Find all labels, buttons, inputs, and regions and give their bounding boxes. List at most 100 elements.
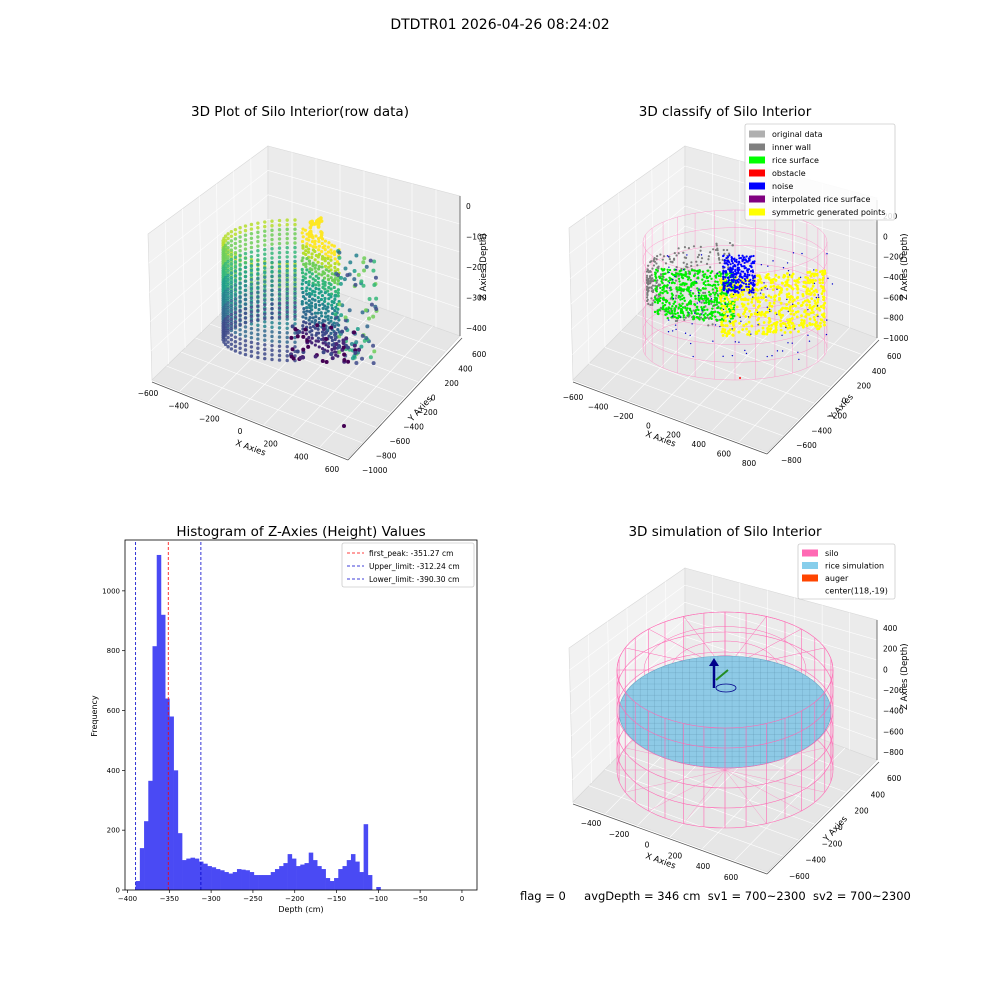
- classify-3d-rice-point: [686, 307, 689, 310]
- raw-3d-point: [223, 257, 228, 261]
- raw-3d-point: [270, 228, 274, 233]
- raw-3d-point: [342, 357, 347, 362]
- histogram-bar: [245, 870, 250, 890]
- raw-3d-point: [223, 331, 228, 335]
- classify-3d-rice-point: [670, 309, 674, 313]
- raw-3d-point: [263, 224, 267, 229]
- raw-3d-point: [290, 347, 295, 352]
- raw-3d-point: [223, 321, 228, 326]
- raw-3d-point: [314, 222, 318, 226]
- classify-3d-symmetric-point: [796, 295, 800, 299]
- classify-3d-symmetric-point: [811, 281, 815, 285]
- raw-3d-point: [293, 301, 297, 305]
- classify-3d-symmetric-point: [790, 286, 794, 290]
- classify-3d-noise-point: [739, 316, 741, 319]
- histogram-bar: [346, 860, 352, 890]
- classify-3d-rice-point: [686, 286, 690, 289]
- classify-3d-noise-point: [719, 325, 721, 328]
- classify-3d-symmetric-point: [742, 298, 746, 302]
- raw-3d-point: [324, 268, 328, 272]
- classify-3d-symmetric-point: [720, 323, 724, 327]
- classify-3d-symmetric-point: [815, 273, 819, 277]
- raw-3d-point: [310, 268, 314, 272]
- classify-3d-rice-point: [706, 297, 710, 300]
- raw-3d-point: [293, 317, 297, 321]
- classify-3d-noise-point: [726, 315, 729, 317]
- classify-3d-y-tick-label: 600: [887, 352, 902, 361]
- raw-3d-point: [308, 306, 312, 310]
- raw-3d-point: [301, 256, 305, 260]
- raw-3d-point: [277, 232, 282, 237]
- raw-3d-point: [305, 309, 309, 313]
- raw-3d-y-tick-label: 200: [445, 379, 460, 388]
- classify-3d-symmetric-point: [782, 275, 786, 279]
- histogram-y-tick-label: 800: [107, 647, 120, 655]
- classify-3d-y-tick-label: −400: [811, 426, 832, 435]
- raw-3d-point: [226, 324, 230, 328]
- raw-3d-point: [326, 256, 330, 261]
- classify-3d-symmetric-point: [770, 304, 774, 308]
- raw-3d-point: [310, 292, 314, 296]
- classify-3d-rice-point: [665, 278, 668, 281]
- raw-3d-point: [256, 258, 260, 262]
- raw-3d-point: [316, 222, 321, 226]
- raw-3d-point: [249, 314, 254, 319]
- raw-3d-point: [285, 317, 289, 321]
- histogram-bar: [232, 872, 238, 890]
- histogram-bar: [270, 872, 276, 890]
- classify-3d-noise-point: [696, 302, 698, 304]
- raw-3d-point: [229, 312, 234, 317]
- raw-3d-point: [332, 300, 336, 305]
- classify-3d-symmetric-point: [789, 330, 792, 334]
- raw-3d-point: [333, 297, 337, 301]
- histogram-bar: [334, 878, 339, 890]
- classify-3d-symmetric-point: [744, 315, 748, 318]
- classify-3d-symmetric-point: [804, 309, 807, 313]
- raw-3d-point: [223, 280, 228, 284]
- raw-3d-point: [329, 335, 334, 340]
- classify-3d-rice-point: [679, 292, 682, 295]
- classify-3d-wall-point: [649, 270, 652, 273]
- classify-3d-wall-point: [672, 258, 676, 261]
- classify-3d-symmetric-point: [767, 294, 771, 298]
- raw-3d-title: 3D Plot of Silo Interior(row data): [191, 104, 409, 120]
- raw-3d-point: [226, 345, 230, 349]
- classify-3d-symmetric-point: [821, 281, 825, 285]
- raw-3d-point: [238, 313, 242, 317]
- raw-3d-point: [337, 250, 342, 255]
- raw-3d-point: [314, 274, 318, 278]
- simulation-3d-y-tick-label: 600: [887, 774, 902, 783]
- classify-3d-symmetric-point: [735, 293, 739, 297]
- raw-3d-point: [277, 353, 282, 358]
- classify-3d-rice-point: [715, 289, 719, 293]
- raw-3d-point: [226, 296, 230, 300]
- classify-3d-y-tick-label: 0: [842, 397, 847, 406]
- raw-3d-point: [249, 331, 254, 335]
- raw-3d-point: [308, 243, 312, 247]
- raw-3d-point: [300, 302, 304, 306]
- classify-3d-z-tick-label: 0: [883, 232, 888, 241]
- raw-3d-point: [364, 264, 369, 269]
- classify-3d-noise-point: [772, 260, 774, 262]
- histogram-bar: [224, 872, 229, 890]
- classify-3d-rice-point: [680, 288, 684, 291]
- raw-3d-point: [300, 239, 305, 244]
- raw-3d-point: [249, 222, 254, 227]
- raw-3d-point: [317, 299, 321, 304]
- raw-3d-point: [277, 301, 282, 306]
- classify-3d-wall-point: [664, 262, 668, 265]
- classify-3d-rice-point: [692, 318, 695, 321]
- classify-3d-rice-point: [704, 287, 707, 290]
- raw-3d-point: [226, 268, 230, 273]
- classify-3d-rice-point: [709, 271, 712, 275]
- classify-3d-symmetric-point: [754, 297, 758, 301]
- raw-3d-point: [256, 235, 260, 239]
- classify-3d-rice-point: [672, 273, 676, 277]
- raw-3d-point: [317, 272, 321, 276]
- classify-3d-symmetric-point: [750, 297, 754, 301]
- classify-3d-symmetric-point: [734, 319, 737, 323]
- classify-3d-noise-point: [753, 260, 756, 263]
- classify-3d-noise-point: [739, 275, 742, 278]
- classify-3d-symmetric-point: [813, 272, 817, 276]
- raw-3d-point: [229, 338, 234, 342]
